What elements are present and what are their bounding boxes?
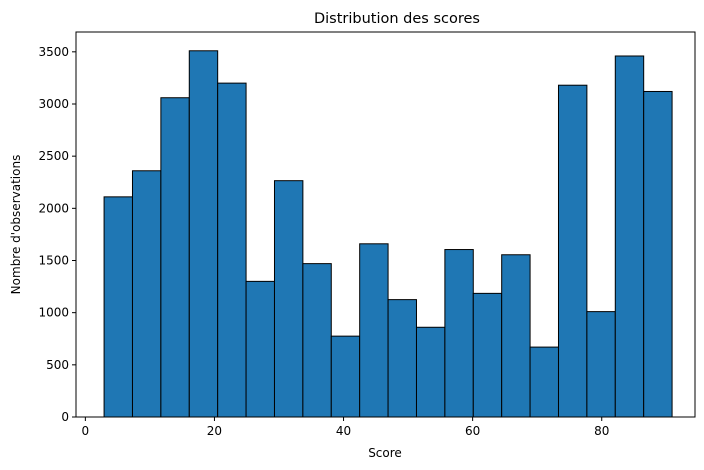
y-tick-label: 3500 — [38, 45, 69, 59]
histogram-bar-12 — [415, 326, 446, 418]
histogram-bar-2 — [131, 170, 162, 418]
chart-title: Distribution des scores — [314, 11, 480, 27]
histogram-bar-9 — [330, 335, 361, 418]
x-tick-label: 0 — [82, 424, 90, 438]
y-tick-label: 3000 — [38, 97, 69, 111]
y-axis-label: Nombre d'observations — [9, 155, 23, 295]
y-tick-label: 1000 — [38, 306, 69, 320]
histogram-bar-17 — [557, 84, 588, 418]
histogram-bar-15 — [501, 254, 531, 418]
histogram-bar-14 — [472, 292, 503, 418]
histogram-bar-8 — [302, 263, 332, 418]
histogram-bar-10 — [359, 243, 389, 418]
y-tick-label: 2000 — [38, 201, 69, 215]
y-tick-label: 2500 — [38, 149, 69, 163]
histogram-bar-18 — [586, 311, 616, 418]
y-ticks-group: 0 500 1000 1500 2000 2500 3000 3500 — [38, 45, 76, 424]
x-tick-label: 60 — [465, 424, 480, 438]
plot-frame — [75, 31, 696, 418]
histogram-bar-3 — [160, 97, 190, 418]
histogram-bar-5 — [217, 82, 247, 418]
x-tick-label: 40 — [336, 424, 351, 438]
histogram-bar-13 — [444, 249, 474, 418]
x-ticks-group: 0 20 40 60 80 — [82, 417, 609, 438]
x-axis-label: Score — [368, 446, 402, 460]
histogram-bar-6 — [245, 280, 275, 418]
y-tick-label: 0 — [61, 410, 69, 424]
x-tick-label: 20 — [207, 424, 222, 438]
histogram-bar-20 — [643, 90, 673, 418]
histogram-bar-7 — [273, 180, 304, 418]
y-tick-label: 500 — [46, 358, 69, 372]
x-tick-label: 80 — [594, 424, 609, 438]
histogram-bar-11 — [387, 299, 417, 418]
bars-group — [103, 50, 673, 418]
histogram-bar-1 — [103, 196, 133, 418]
y-tick-label: 1500 — [38, 253, 69, 267]
histogram-bar-4 — [188, 50, 219, 418]
histogram-bar-19 — [614, 55, 645, 418]
histogram-bar-16 — [529, 346, 559, 418]
